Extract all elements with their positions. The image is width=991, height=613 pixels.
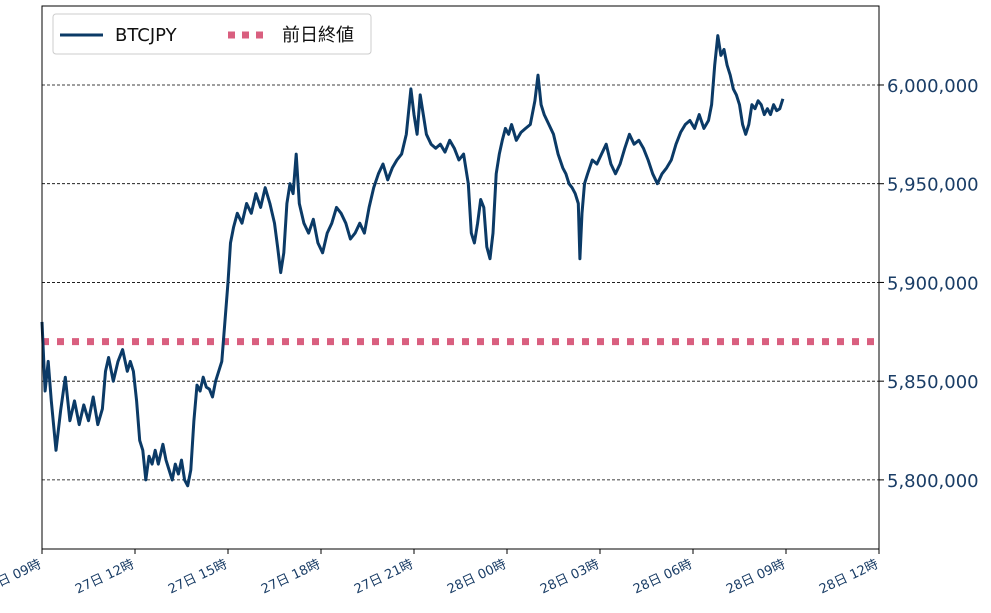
legend-box — [52, 13, 372, 55]
gridlines — [42, 84, 879, 481]
series-layer — [40, 34, 785, 488]
y-tick-label: 5,900,000 — [887, 273, 979, 294]
y-tick-label: 5,850,000 — [887, 372, 979, 393]
legend: BTCJPY 前日終値 — [52, 13, 372, 55]
legend-label-previous-close: 前日終値 — [282, 25, 354, 46]
y-axis: 5,800,000 5,850,000 5,900,000 5,950,000 6,00… — [879, 76, 979, 492]
legend-label-btcjpy: BTCJPY — [115, 25, 178, 46]
y-tick-label: 5,950,000 — [887, 175, 979, 196]
y-tick-label: 5,800,000 — [887, 471, 979, 492]
plot-frame — [41, 5, 880, 550]
y-tick-label: 6,000,000 — [887, 76, 979, 97]
btcjpy-line — [40, 34, 785, 488]
